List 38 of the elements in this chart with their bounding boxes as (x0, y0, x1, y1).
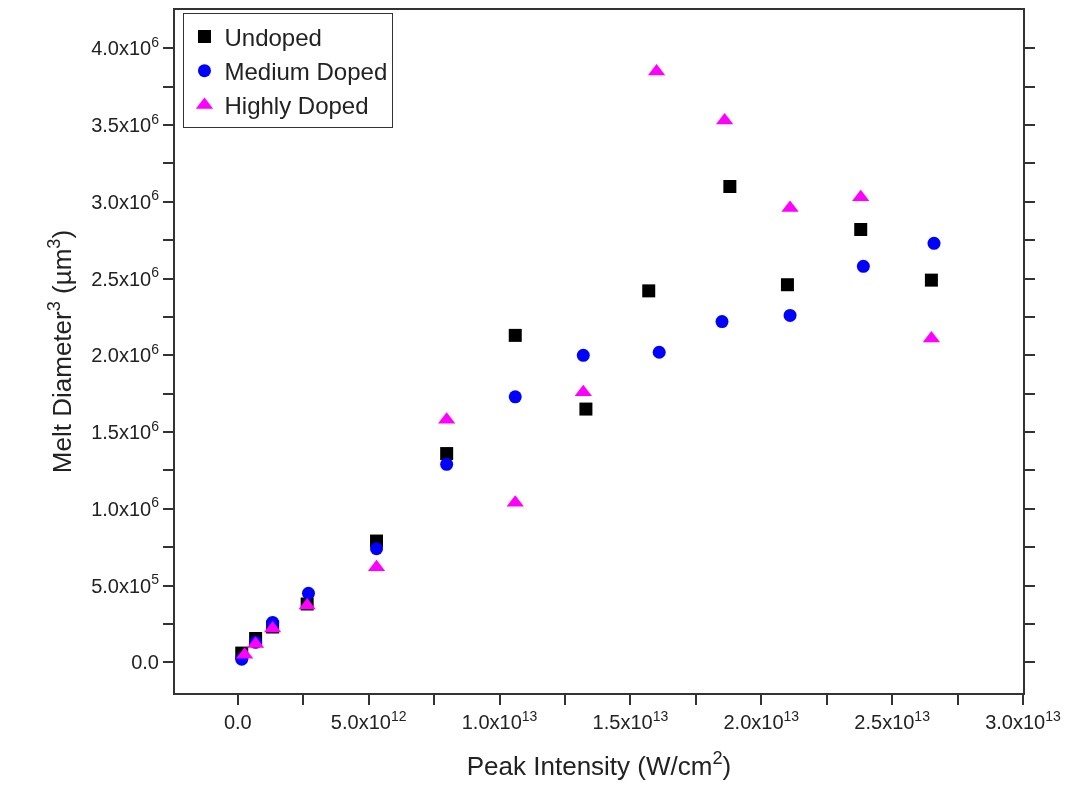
point (642, 284, 656, 298)
point (924, 273, 938, 287)
y-tick-label: 4.0x10$^{6}$ (91, 33, 160, 60)
legend-label: Undoped (224, 23, 322, 51)
x-tick-label: 5.0x10$^{12}$ (330, 707, 407, 733)
legend-label: Highly Doped (224, 92, 369, 120)
y-tick-label: 3.0x10$^{6}$ (91, 187, 160, 213)
y-tick-label: 5.0x10$^{5}$ (91, 571, 160, 597)
x-tick-label: 2.0x10$^{13}$ (723, 707, 800, 733)
point (723, 180, 737, 194)
legend-label: Medium Doped (224, 58, 388, 86)
y-tick-label: 3.5x10$^{6}$ (91, 110, 160, 137)
point (715, 315, 729, 329)
point (579, 402, 593, 416)
y-tick-label: 1.5x10$^{6}$ (91, 417, 160, 444)
point (301, 586, 315, 600)
point (440, 457, 454, 471)
x-tick-label: 3.0x10$^{13}$ (985, 707, 1062, 733)
point (652, 345, 666, 359)
x-tick-label: 0.0 (223, 711, 252, 733)
x-axis-title: Peak Intensity (W/cm$^{2}$) (466, 748, 732, 782)
x-tick-label: 2.5x10$^{13}$ (854, 707, 931, 733)
point (508, 390, 522, 404)
y-tick-label: 1.0x10$^{6}$ (91, 494, 160, 520)
y-tick-label: 2.5x10$^{6}$ (91, 264, 160, 290)
y-tick-label: 0.0 (131, 651, 159, 674)
y-tick-label: 2.0x10$^{6}$ (91, 340, 160, 367)
point (783, 308, 797, 322)
point (576, 348, 590, 362)
point (780, 278, 794, 292)
x-tick-label: 1.0x10$^{13}$ (461, 707, 538, 733)
point (508, 328, 522, 342)
point (927, 236, 941, 250)
point (440, 447, 454, 461)
x-tick-label: 1.5x10$^{13}$ (592, 707, 669, 733)
point (370, 542, 384, 556)
point (854, 222, 868, 236)
point (856, 259, 870, 273)
